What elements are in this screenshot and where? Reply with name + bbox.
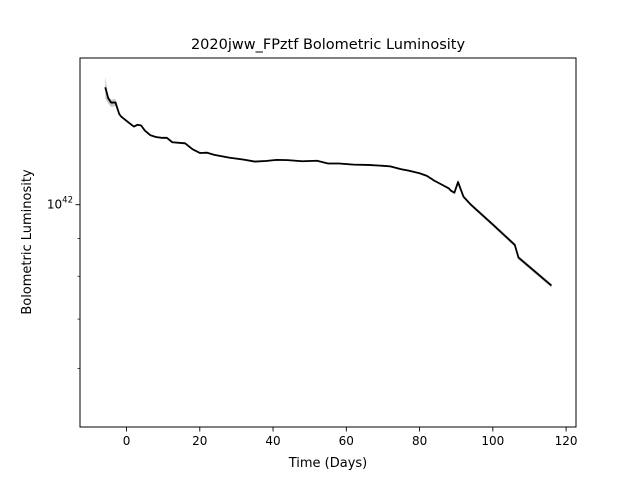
x-tick-label: 40 — [265, 434, 280, 448]
x-axis: 0 20 40 60 80 100 120 — [123, 427, 578, 448]
x-axis-label: Time (Days) — [288, 456, 368, 471]
y-axis-label: Bolometric Luminosity — [20, 169, 35, 315]
uncertainty-band — [105, 76, 552, 288]
x-tick-label: 80 — [412, 434, 427, 448]
luminosity-line — [104, 87, 553, 287]
plot-area — [104, 76, 553, 288]
y-axis: 1042 — [47, 196, 80, 369]
y-tick-label: 1042 — [47, 196, 73, 212]
x-tick-label: 20 — [192, 434, 207, 448]
x-tick-label: 120 — [555, 434, 578, 448]
x-tick-label: 100 — [481, 434, 504, 448]
x-tick-label: 0 — [123, 434, 131, 448]
chart-title: 2020jww_FPztf Bolometric Luminosity — [191, 37, 466, 53]
plot-frame — [79, 57, 577, 428]
x-tick-label: 60 — [339, 434, 354, 448]
